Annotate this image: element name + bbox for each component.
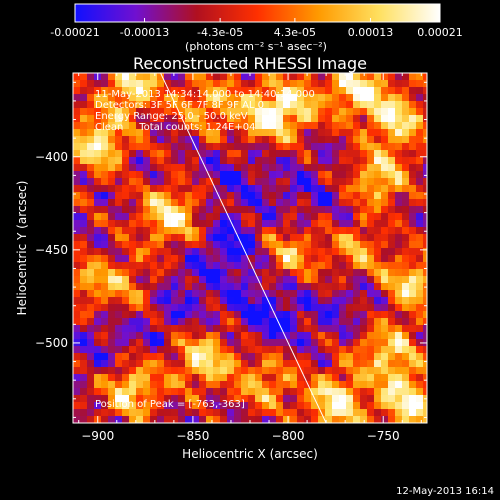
- x-tick-label: −900: [81, 429, 114, 443]
- x-tick-label: −750: [367, 429, 400, 443]
- annotation-time: 11-May-2013 14:34:14.000 to 14:40:14.000: [95, 89, 315, 100]
- x-tick-label: −850: [176, 429, 209, 443]
- colorbar-ticks: -0.00021 -0.00013 -4.3e-05 4.3e-05 0.00013 0.…: [50, 18, 463, 39]
- y-tick-label: −450: [35, 243, 68, 257]
- axes: −900 −850 −800 −750 −400 −450 −500: [35, 73, 427, 443]
- y-tick-label: −500: [35, 336, 68, 350]
- annotation-detectors: Detectors: 3F 5F 6F 7F 8F 9F AL 0: [95, 100, 264, 111]
- colorbar-tick-label: 0.00021: [417, 26, 463, 39]
- colorbar-tick-label: 0.00013: [348, 26, 394, 39]
- y-axis-label: Heliocentric Y (arcsec): [15, 181, 29, 316]
- colorbar: [74, 3, 441, 23]
- chart-title: Reconstructed RHESSI Image: [133, 54, 367, 73]
- annotation-energy: Energy Range: 25.0 - 50.0 keV: [95, 111, 248, 122]
- y-tick-label: −400: [35, 150, 68, 164]
- peak-position-label: Position of Peak = [-763,-363]: [95, 399, 245, 410]
- colorbar-tick-label: -0.00021: [50, 26, 99, 39]
- heatmap: [73, 73, 427, 423]
- x-tick-label: −800: [272, 429, 305, 443]
- x-axis-label: Heliocentric X (arcsec): [182, 447, 318, 461]
- colorbar-tick-label: 4.3e-05: [274, 26, 316, 39]
- solar-limb-line: [160, 73, 327, 423]
- colorbar-tick-label: -4.3e-05: [197, 26, 243, 39]
- footer-timestamp: 12-May-2013 16:14: [396, 486, 494, 497]
- colorbar-unit-label: (photons cm⁻² s⁻¹ asec⁻²): [185, 40, 327, 53]
- annotation-counts: Clean Total counts: 1.24E+04: [95, 122, 255, 133]
- colorbar-tick-label: -0.00013: [120, 26, 169, 39]
